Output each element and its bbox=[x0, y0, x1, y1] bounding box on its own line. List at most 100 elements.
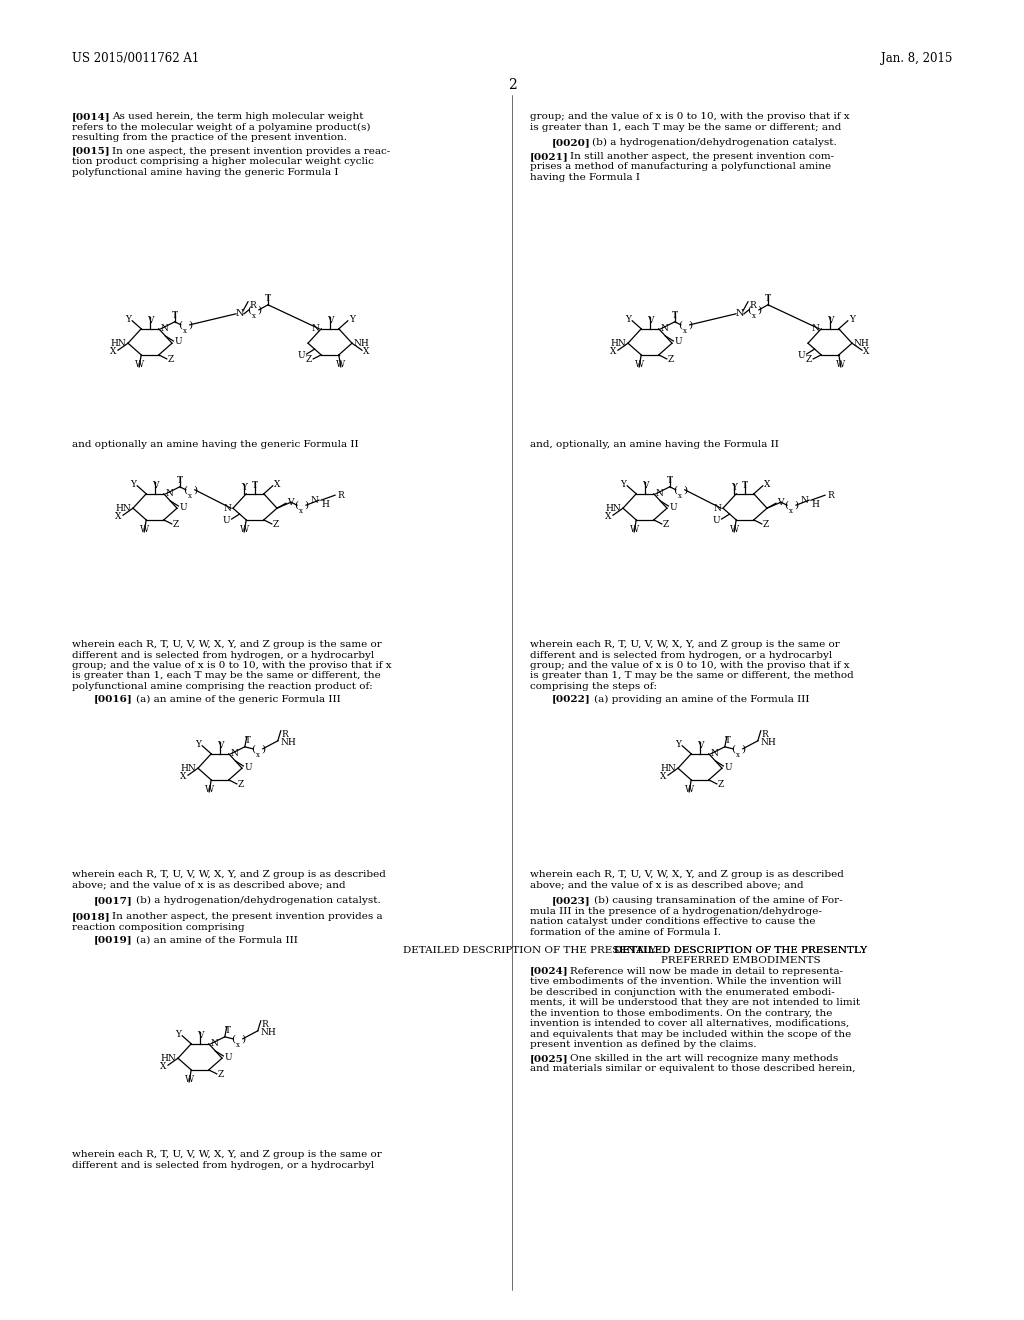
Text: (: ( bbox=[731, 744, 735, 754]
Text: group; and the value of x is 0 to 10, with the proviso that if x: group; and the value of x is 0 to 10, wi… bbox=[530, 661, 850, 671]
Text: above; and the value of x is as described above; and: above; and the value of x is as describe… bbox=[72, 880, 346, 890]
Text: N: N bbox=[211, 1039, 219, 1048]
Text: V: V bbox=[642, 480, 648, 490]
Text: Y: Y bbox=[196, 741, 201, 750]
Text: ): ) bbox=[193, 486, 197, 494]
Text: V: V bbox=[152, 480, 159, 490]
Text: X: X bbox=[362, 347, 370, 355]
Text: (a) an amine of the generic Formula III: (a) an amine of the generic Formula III bbox=[136, 694, 341, 704]
Text: T: T bbox=[177, 475, 183, 484]
Text: (: ( bbox=[294, 500, 298, 510]
Text: T: T bbox=[725, 735, 731, 744]
Text: N: N bbox=[655, 490, 664, 498]
Text: and optionally an amine having the generic Formula II: and optionally an amine having the gener… bbox=[72, 440, 358, 449]
Text: U: U bbox=[245, 763, 252, 771]
Text: R: R bbox=[249, 301, 256, 310]
Text: V: V bbox=[777, 498, 783, 507]
Text: polyfunctional amine comprising the reaction product of:: polyfunctional amine comprising the reac… bbox=[72, 682, 373, 690]
Text: wherein each R, T, U, V, W, X, Y, and Z group is as described: wherein each R, T, U, V, W, X, Y, and Z … bbox=[72, 870, 386, 879]
Text: One skilled in the art will recognize many methods: One skilled in the art will recognize ma… bbox=[570, 1053, 839, 1063]
Text: U: U bbox=[713, 516, 721, 524]
Text: N: N bbox=[223, 504, 231, 512]
Text: US 2015/0011762 A1: US 2015/0011762 A1 bbox=[72, 51, 200, 65]
Text: x: x bbox=[752, 312, 756, 319]
Text: N: N bbox=[166, 490, 174, 498]
Text: [0015]: [0015] bbox=[72, 147, 111, 156]
Text: H: H bbox=[811, 500, 819, 508]
Text: W: W bbox=[635, 360, 644, 368]
Text: V: V bbox=[197, 1031, 203, 1040]
Text: [0021]: [0021] bbox=[530, 152, 568, 161]
Text: formation of the amine of Formula I.: formation of the amine of Formula I. bbox=[530, 928, 721, 937]
Text: the invention to those embodiments. On the contrary, the: the invention to those embodiments. On t… bbox=[530, 1008, 833, 1018]
Text: Z: Z bbox=[168, 355, 174, 364]
Text: (: ( bbox=[178, 321, 182, 329]
Text: N: N bbox=[711, 750, 719, 758]
Text: and materials similar or equivalent to those described herein,: and materials similar or equivalent to t… bbox=[530, 1064, 855, 1073]
Text: Y: Y bbox=[349, 315, 354, 325]
Text: X: X bbox=[273, 480, 281, 490]
Text: ments, it will be understood that they are not intended to limit: ments, it will be understood that they a… bbox=[530, 998, 860, 1007]
Text: Y: Y bbox=[125, 315, 131, 325]
Text: resulting from the practice of the present invention.: resulting from the practice of the prese… bbox=[72, 133, 347, 143]
Text: Y: Y bbox=[130, 480, 136, 490]
Text: HN: HN bbox=[116, 504, 131, 512]
Text: (: ( bbox=[673, 486, 677, 494]
Text: ): ) bbox=[261, 744, 265, 754]
Text: W: W bbox=[630, 525, 639, 533]
Text: ): ) bbox=[794, 500, 798, 510]
Text: T: T bbox=[742, 480, 748, 490]
Text: X: X bbox=[160, 1061, 166, 1071]
Text: PREFERRED EMBODIMENTS: PREFERRED EMBODIMENTS bbox=[662, 956, 821, 965]
Text: is greater than 1, T may be the same or different, the method: is greater than 1, T may be the same or … bbox=[530, 672, 854, 681]
Text: [0022]: [0022] bbox=[552, 694, 591, 704]
Text: is greater than 1, each T may be the same or different; and: is greater than 1, each T may be the sam… bbox=[530, 123, 842, 132]
Text: polyfunctional amine having the generic Formula I: polyfunctional amine having the generic … bbox=[72, 168, 339, 177]
Text: T: T bbox=[765, 294, 771, 302]
Text: [0020]: [0020] bbox=[552, 139, 591, 148]
Text: Y: Y bbox=[621, 480, 627, 490]
Text: U: U bbox=[298, 351, 305, 359]
Text: T: T bbox=[667, 475, 673, 484]
Text: x: x bbox=[790, 507, 793, 515]
Text: DETAILED DESCRIPTION OF THE PRESENTLY: DETAILED DESCRIPTION OF THE PRESENTLY bbox=[614, 945, 867, 954]
Text: V: V bbox=[327, 315, 333, 325]
Text: X: X bbox=[609, 347, 616, 355]
Text: Y: Y bbox=[849, 315, 855, 325]
Text: NH: NH bbox=[761, 738, 776, 747]
Text: T: T bbox=[265, 294, 271, 302]
Text: ): ) bbox=[241, 1035, 245, 1043]
Text: NH: NH bbox=[281, 738, 297, 747]
Text: T: T bbox=[245, 735, 251, 744]
Text: different and is selected from hydrogen, or a hydrocarbyl: different and is selected from hydrogen,… bbox=[72, 651, 374, 660]
Text: Z: Z bbox=[238, 780, 244, 789]
Text: (: ( bbox=[251, 744, 255, 754]
Text: x: x bbox=[236, 1040, 240, 1049]
Text: x: x bbox=[252, 312, 256, 319]
Text: (: ( bbox=[230, 1035, 234, 1043]
Text: N: N bbox=[660, 325, 669, 333]
Text: V: V bbox=[287, 498, 294, 507]
Text: U: U bbox=[670, 503, 677, 511]
Text: (b) causing transamination of the amine of For-: (b) causing transamination of the amine … bbox=[594, 896, 843, 906]
Text: be described in conjunction with the enumerated embodi-: be described in conjunction with the enu… bbox=[530, 987, 835, 997]
Text: N: N bbox=[800, 496, 808, 504]
Text: ): ) bbox=[688, 321, 692, 329]
Text: T: T bbox=[225, 1026, 230, 1035]
Text: W: W bbox=[837, 360, 846, 368]
Text: DETAILED DESCRIPTION OF THE PRESENTLY: DETAILED DESCRIPTION OF THE PRESENTLY bbox=[614, 945, 867, 954]
Text: different and is selected from hydrogen, or a hydrocarbyl: different and is selected from hydrogen,… bbox=[72, 1160, 374, 1170]
Text: HN: HN bbox=[610, 339, 626, 347]
Text: wherein each R, T, U, V, W, X, Y, and Z group is the same or: wherein each R, T, U, V, W, X, Y, and Z … bbox=[72, 1150, 382, 1159]
Text: x: x bbox=[736, 751, 739, 759]
Text: R: R bbox=[282, 730, 289, 739]
Text: reaction composition comprising: reaction composition comprising bbox=[72, 923, 245, 932]
Text: NH: NH bbox=[854, 339, 869, 347]
Text: tion product comprising a higher molecular weight cyclic: tion product comprising a higher molecul… bbox=[72, 157, 374, 166]
Text: and equivalents that may be included within the scope of the: and equivalents that may be included wit… bbox=[530, 1030, 851, 1039]
Text: N: N bbox=[161, 325, 169, 333]
Text: N: N bbox=[713, 504, 721, 512]
Text: V: V bbox=[146, 315, 154, 325]
Text: [0025]: [0025] bbox=[530, 1053, 568, 1063]
Text: (b) a hydrogenation/dehydrogenation catalyst.: (b) a hydrogenation/dehydrogenation cata… bbox=[592, 139, 837, 148]
